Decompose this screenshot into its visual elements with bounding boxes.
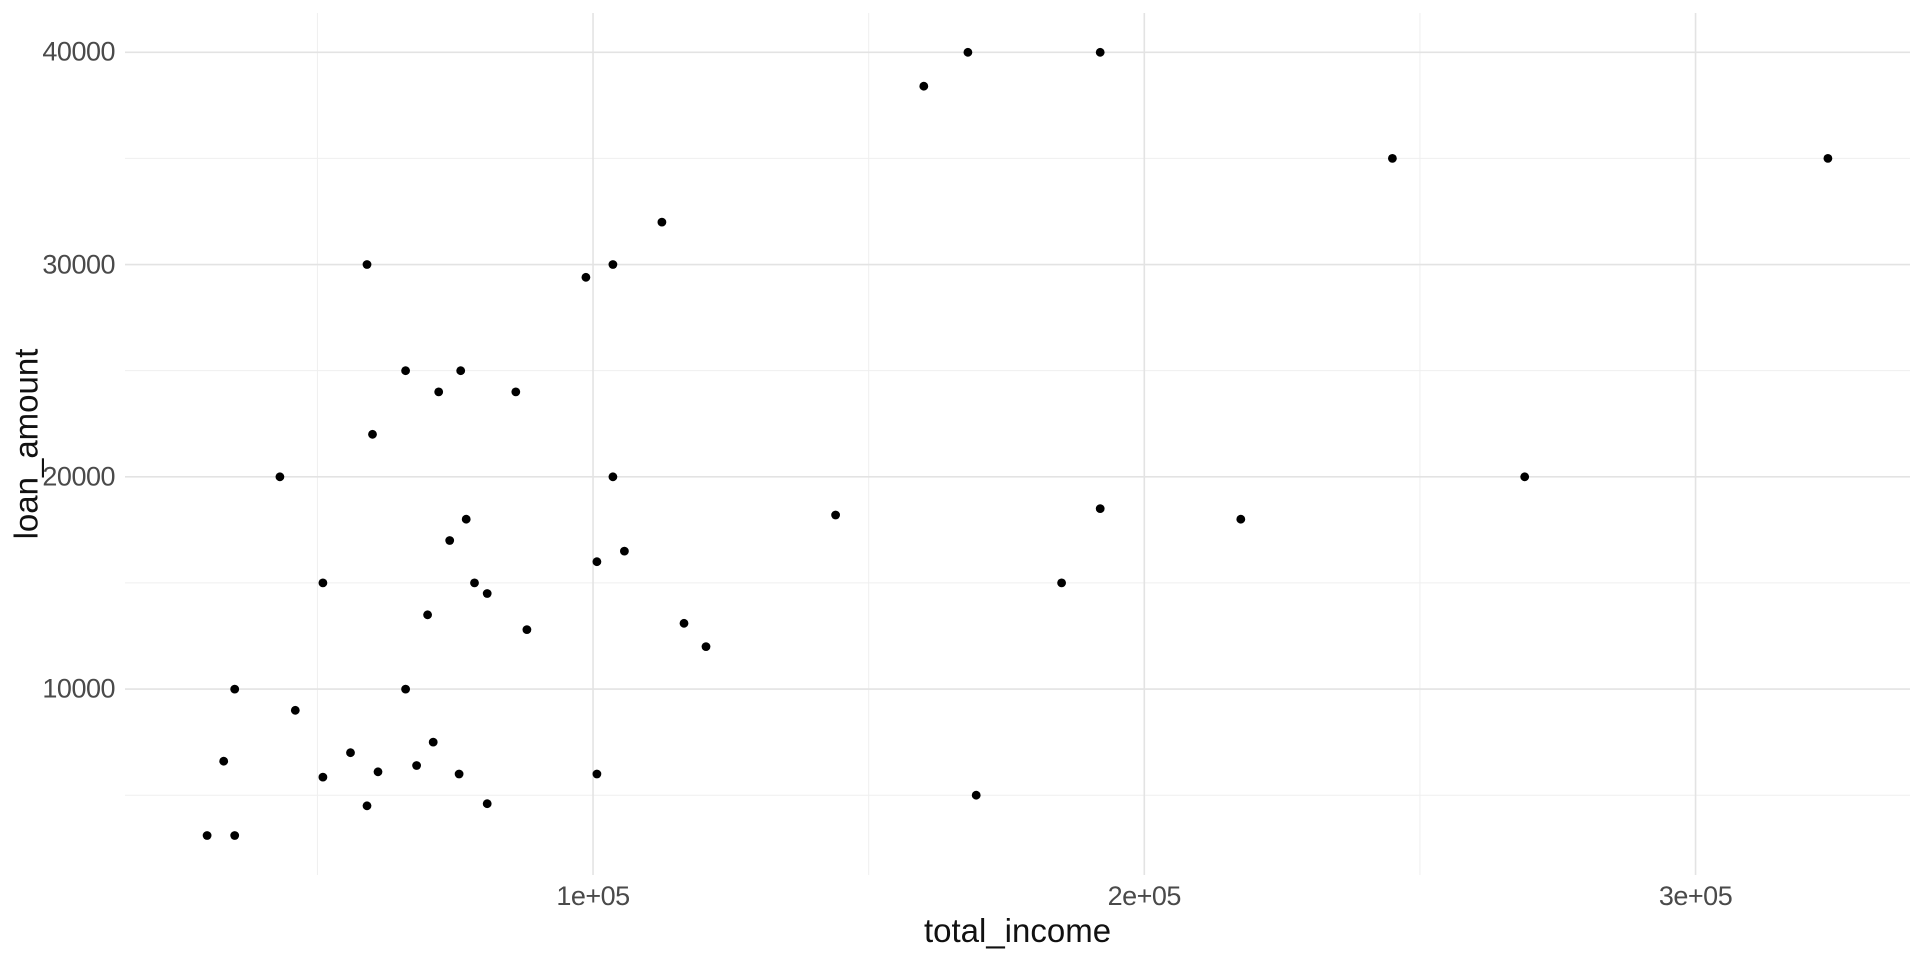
data-point [1520,472,1530,482]
data-point [1095,47,1105,57]
data-point [434,387,444,397]
data-point [368,429,377,439]
data-point [1823,154,1833,163]
data-point [230,831,240,840]
data-point [511,387,521,397]
data-point [608,472,618,482]
data-point [1057,578,1066,588]
x-tick-label: 3e+05 [1658,881,1733,911]
x-axis-title: total_income [923,912,1112,949]
data-point [470,578,479,588]
data-point [318,578,328,588]
data-point [482,589,492,598]
data-point [346,748,355,758]
data-point [581,272,591,282]
y-axis-title: loan_amount [7,348,45,540]
data-point [275,472,285,482]
data-point [679,618,689,628]
data-point [318,772,328,782]
data-point [1095,504,1105,513]
data-point [1236,514,1246,524]
data-point [428,737,438,747]
y-tick-label: 30000 [42,249,115,280]
data-point [230,684,240,694]
data-point [592,557,602,567]
data-point [401,366,410,376]
data-point [362,260,372,269]
y-tick-label: 20000 [42,461,115,492]
data-point [963,47,973,57]
data-point [456,366,466,376]
data-point [620,546,629,556]
data-point [290,705,300,715]
x-tick-label: 2e+05 [1107,881,1182,911]
data-point [219,756,229,766]
y-tick-label: 40000 [42,36,115,67]
data-point [461,514,471,524]
data-point [482,799,492,809]
data-point [971,790,981,800]
y-tick-label: 10000 [42,673,115,704]
data-point [701,642,711,651]
data-point [362,801,372,811]
data-point [919,81,929,91]
data-point [1388,154,1397,163]
data-point [373,767,383,777]
data-point [831,510,840,520]
x-tick-label: 1e+05 [556,881,630,911]
data-point [423,610,432,620]
data-point [592,769,602,779]
data-point [202,831,212,840]
data-point [522,625,532,634]
data-point [445,536,455,545]
data-point [412,761,421,770]
data-point [608,260,618,269]
data-point [454,769,464,779]
data-point [401,684,410,694]
data-point [657,217,667,227]
